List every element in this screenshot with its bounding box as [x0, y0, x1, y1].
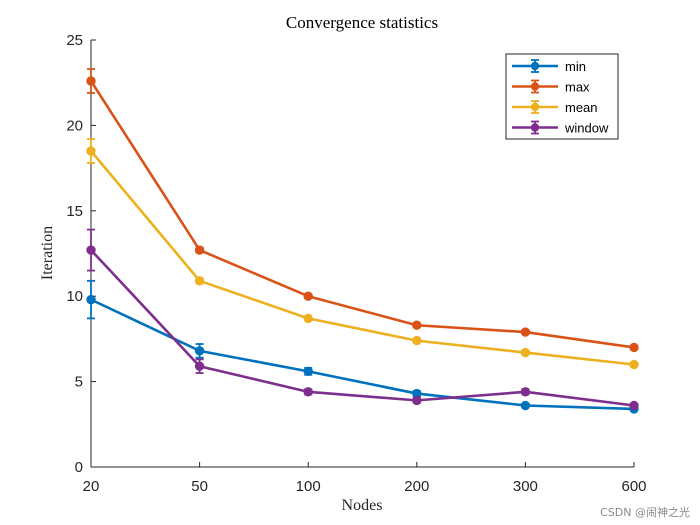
y-tick-label: 0 — [75, 459, 83, 476]
x-tick-label: 50 — [191, 478, 208, 495]
chart-title: Convergence statistics — [286, 13, 438, 32]
data-point — [520, 327, 531, 337]
series-window — [86, 228, 639, 411]
legend-marker — [530, 61, 540, 71]
data-point — [86, 146, 96, 156]
data-point — [629, 400, 639, 411]
legend-box — [505, 53, 619, 140]
data-point — [303, 366, 313, 377]
x-tick-label: 300 — [513, 478, 538, 495]
data-point — [86, 76, 96, 86]
data-point — [303, 291, 313, 301]
data-point — [303, 313, 313, 324]
legend: min max mean window — [505, 53, 619, 140]
data-point — [194, 361, 205, 371]
legend-marker — [530, 123, 540, 132]
series-max — [86, 68, 639, 353]
legend-label: mean — [565, 100, 598, 115]
y-tick-label: 5 — [75, 374, 83, 391]
legend-marker — [530, 82, 540, 91]
x-tick-label: 100 — [296, 478, 321, 495]
data-point — [412, 395, 422, 406]
series-line-min — [90, 298, 635, 411]
legend-item-window: window — [512, 121, 609, 136]
series-line-window — [90, 249, 635, 407]
series-mean — [86, 138, 639, 370]
data-point — [520, 387, 531, 397]
data-point — [412, 320, 422, 330]
data-point — [629, 342, 639, 353]
data-point — [194, 346, 205, 356]
data-point — [520, 347, 531, 358]
data-point — [303, 387, 313, 397]
legend-label: min — [565, 59, 586, 74]
data-point — [629, 359, 639, 370]
y-axis-label: Iteration — [39, 226, 56, 280]
series-min — [86, 279, 639, 414]
legend-item-min: min — [512, 59, 586, 74]
series-line-mean — [90, 150, 635, 366]
x-tick-label: 600 — [621, 478, 646, 495]
data-point — [86, 294, 96, 305]
data-point — [194, 245, 205, 255]
data-point — [412, 335, 422, 346]
legend-item-mean: mean — [512, 100, 598, 115]
y-tick-label: 10 — [66, 288, 83, 305]
legend-label: max — [565, 80, 590, 95]
axes: 0 5 10 15 20 25 20 50 100 200 300 600 — [66, 32, 646, 495]
y-tick-label: 20 — [66, 117, 83, 134]
x-tick-label: 200 — [404, 478, 429, 495]
legend-label: window — [564, 121, 609, 136]
legend-item-max: max — [512, 80, 590, 95]
x-tick-label: 20 — [83, 478, 100, 495]
y-tick-label: 25 — [66, 32, 83, 49]
x-axis-label: Nodes — [342, 497, 383, 514]
y-tick-label: 15 — [66, 203, 83, 220]
watermark: CSDN @闹神之光 — [600, 505, 690, 519]
series-line-max — [89, 80, 635, 349]
legend-marker — [530, 102, 540, 112]
data-point — [194, 276, 205, 286]
data-point — [86, 245, 96, 255]
data-point — [520, 400, 531, 411]
plot-area — [86, 68, 639, 414]
